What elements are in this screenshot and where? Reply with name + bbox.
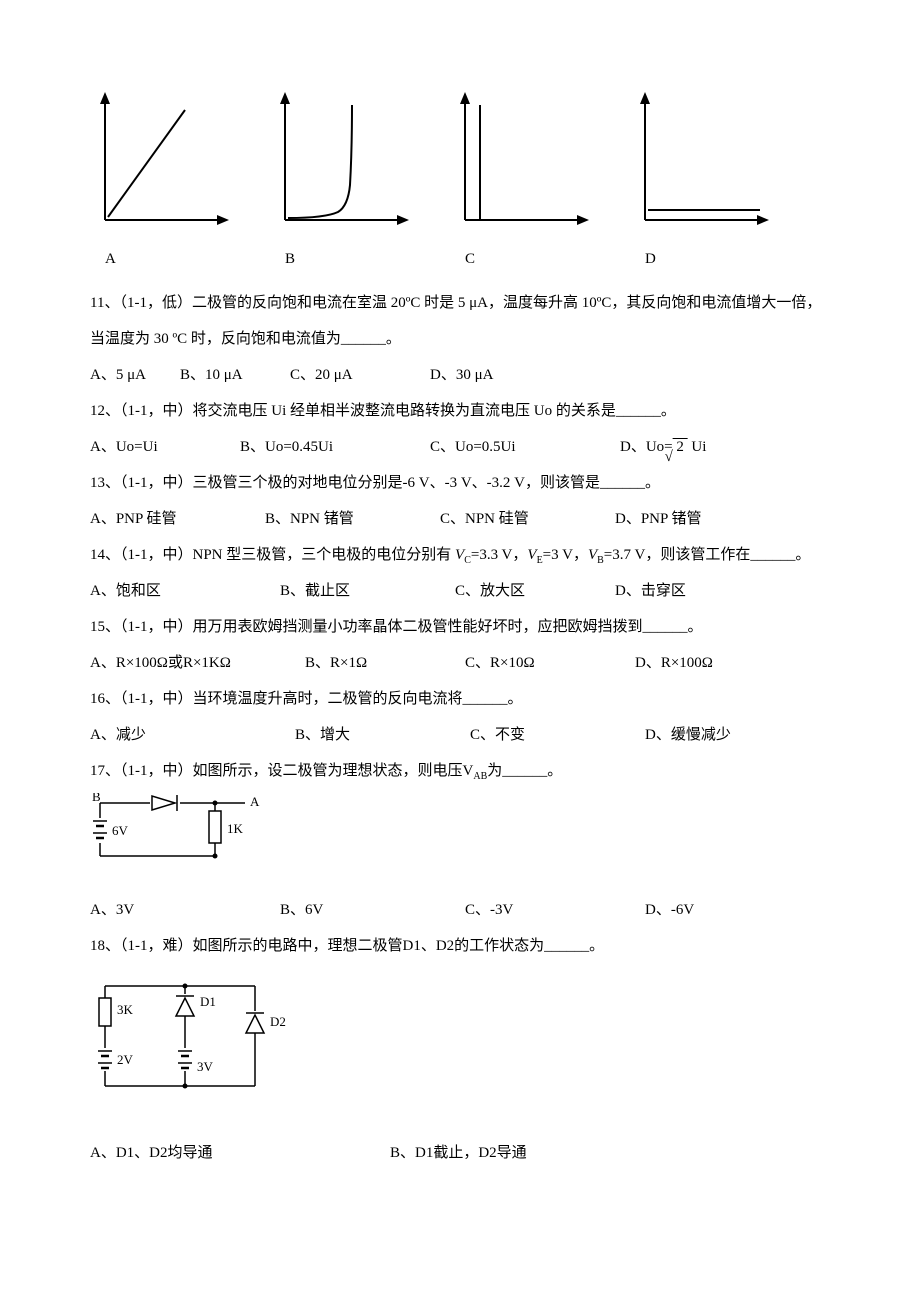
svg-text:3K: 3K (117, 1002, 134, 1017)
q13-text: 13、（1-1，中）三极管三个极的对地电位分别是-6 V、-3 V、-3.2 V… (90, 465, 830, 501)
q11-options: A、5 μA B、10 μA C、20 μA D、30 μA (90, 357, 830, 393)
q12-opt-D: D、Uo= 2 √ Ui (620, 429, 706, 465)
q18-circuit: 3K D1 D2 2V 3V (90, 976, 830, 1110)
q11-text: 11、（1-1，低）二极管的反向饱和电流在室温 20ºC 时是 5 μA，温度每… (90, 285, 830, 357)
q17-options: A、3V B、6V C、-3V D、-6V (90, 892, 830, 928)
graph-A-svg (90, 90, 235, 235)
q13-options: A、PNP 硅管 B、NPN 锗管 C、NPN 硅管 D、PNP 锗管 (90, 501, 830, 537)
q12-text: 12、（1-1，中）将交流电压 Ui 经单相半波整流电路转换为直流电压 Uo 的… (90, 393, 830, 429)
q16-opt-C: C、不变 (470, 717, 645, 753)
graph-C: C (450, 90, 595, 277)
q11-opt-B: B、10 μA (180, 357, 290, 393)
q17-opt-B: B、6V (280, 892, 465, 928)
q15-opt-A: A、R×100Ω或R×1KΩ (90, 645, 305, 681)
q18-options: A、D1、D2均导通 B、D1截止，D2导通 (90, 1135, 830, 1171)
q16-opt-A: A、减少 (90, 717, 295, 753)
svg-text:1K: 1K (227, 821, 244, 836)
graph-A: A (90, 90, 235, 277)
graph-label-D: D (645, 241, 775, 277)
q18-opt-B: B、D1截止，D2导通 (390, 1135, 527, 1171)
graph-label-A: A (105, 241, 235, 277)
q18-text: 18、（1-1，难）如图所示的电路中，理想二极管D1、D2的工作状态为_____… (90, 928, 830, 964)
q18-opt-A: A、D1、D2均导通 (90, 1135, 390, 1171)
q17-opt-D: D、-6V (645, 892, 694, 928)
q13-opt-A: A、PNP 硅管 (90, 501, 265, 537)
q12-opt-B: B、Uo=0.45Ui (240, 429, 430, 465)
svg-text:D1: D1 (200, 994, 216, 1009)
svg-text:A: A (250, 794, 260, 809)
q14-options: A、饱和区 B、截止区 C、放大区 D、击穿区 (90, 573, 830, 609)
q12-opt-A: A、Uo=Ui (90, 429, 240, 465)
q16-text: 16、（1-1，中）当环境温度升高时，二极管的反向电流将______。 (90, 681, 830, 717)
q12-opt-C: C、Uo=0.5Ui (430, 429, 620, 465)
svg-text:2V: 2V (117, 1052, 134, 1067)
q15-text: 15、（1-1，中）用万用表欧姆挡测量小功率晶体二极管性能好坏时，应把欧姆挡拨到… (90, 609, 830, 645)
q14-opt-C: C、放大区 (455, 573, 615, 609)
q16-opt-B: B、增大 (295, 717, 470, 753)
graph-D-svg (630, 90, 775, 235)
graph-D: D (630, 90, 775, 277)
q13-opt-C: C、NPN 硅管 (440, 501, 615, 537)
q11-opt-A: A、5 μA (90, 357, 180, 393)
q17-opt-C: C、-3V (465, 892, 645, 928)
q16-opt-D: D、缓慢减少 (645, 717, 731, 753)
graph-label-C: C (465, 241, 595, 277)
q15-opt-B: B、R×1Ω (305, 645, 465, 681)
q17-text: 17、（1-1，中）如图所示，设二极管为理想状态，则电压VAB为______。 (90, 753, 830, 789)
q16-options: A、减少 B、增大 C、不变 D、缓慢减少 (90, 717, 830, 753)
q14-text: 14、（1-1，中）NPN 型三极管，三个电极的电位分别有 VC=3.3 V，V… (90, 537, 830, 573)
q15-opt-D: D、R×100Ω (635, 645, 713, 681)
graph-label-B: B (285, 241, 415, 277)
q13-opt-B: B、NPN 锗管 (265, 501, 440, 537)
q15-options: A、R×100Ω或R×1KΩ B、R×1Ω C、R×10Ω D、R×100Ω (90, 645, 830, 681)
q17-circuit: B A 6V 1K (90, 793, 830, 882)
graph-B: B (270, 90, 415, 277)
q12-options: A、Uo=Ui B、Uo=0.45Ui C、Uo=0.5Ui D、Uo= 2 √… (90, 429, 830, 465)
graph-B-svg (270, 90, 415, 235)
svg-text:D2: D2 (270, 1014, 286, 1029)
q14-opt-D: D、击穿区 (615, 573, 686, 609)
q11-opt-D: D、30 μA (430, 357, 493, 393)
q14-opt-A: A、饱和区 (90, 573, 280, 609)
q11-opt-C: C、20 μA (290, 357, 430, 393)
svg-text:6V: 6V (112, 823, 129, 838)
q17-opt-A: A、3V (90, 892, 280, 928)
q13-opt-D: D、PNP 锗管 (615, 501, 702, 537)
sqrt2: 2 √ (673, 439, 688, 455)
graph-C-svg (450, 90, 595, 235)
graphs-row: A B C D (90, 90, 830, 277)
q15-opt-C: C、R×10Ω (465, 645, 635, 681)
q12-opt-D-post: Ui (688, 439, 707, 455)
svg-text:B: B (92, 793, 101, 804)
svg-text:3V: 3V (197, 1059, 214, 1074)
q14-opt-B: B、截止区 (280, 573, 455, 609)
